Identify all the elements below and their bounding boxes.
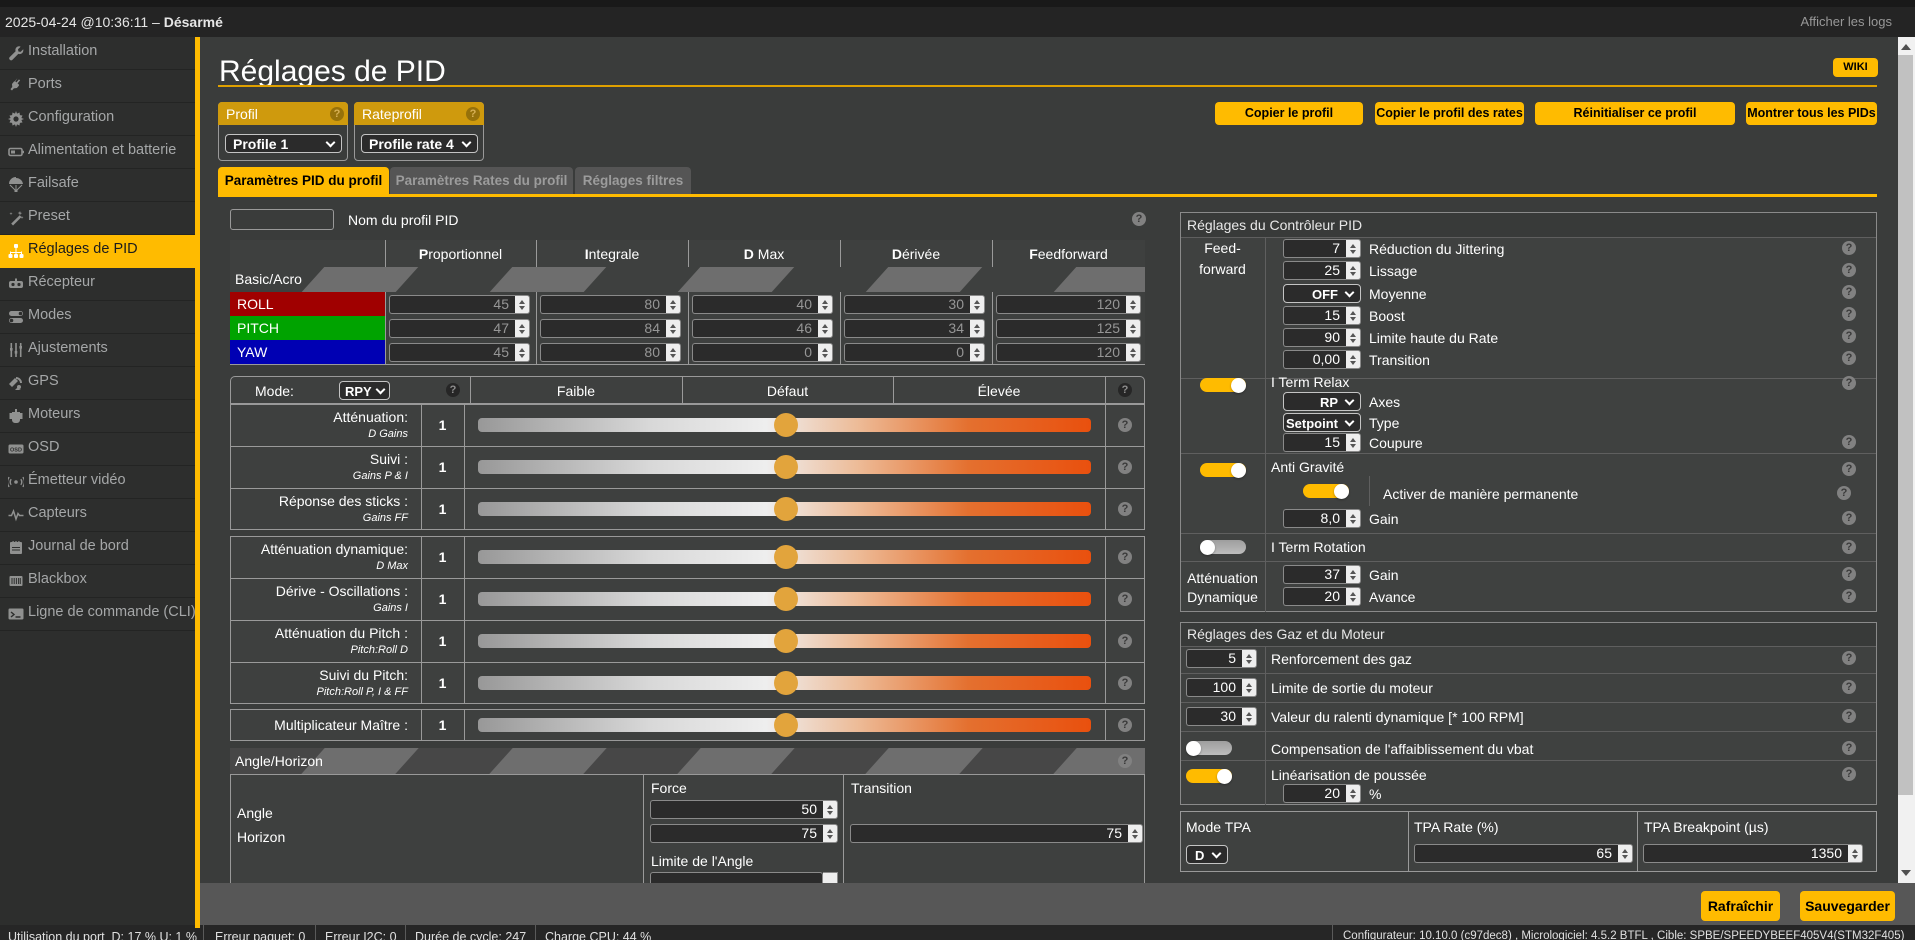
svg-text:OSD: OSD xyxy=(10,448,22,454)
